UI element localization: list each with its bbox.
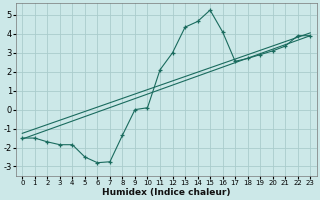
X-axis label: Humidex (Indice chaleur): Humidex (Indice chaleur) <box>102 188 230 197</box>
